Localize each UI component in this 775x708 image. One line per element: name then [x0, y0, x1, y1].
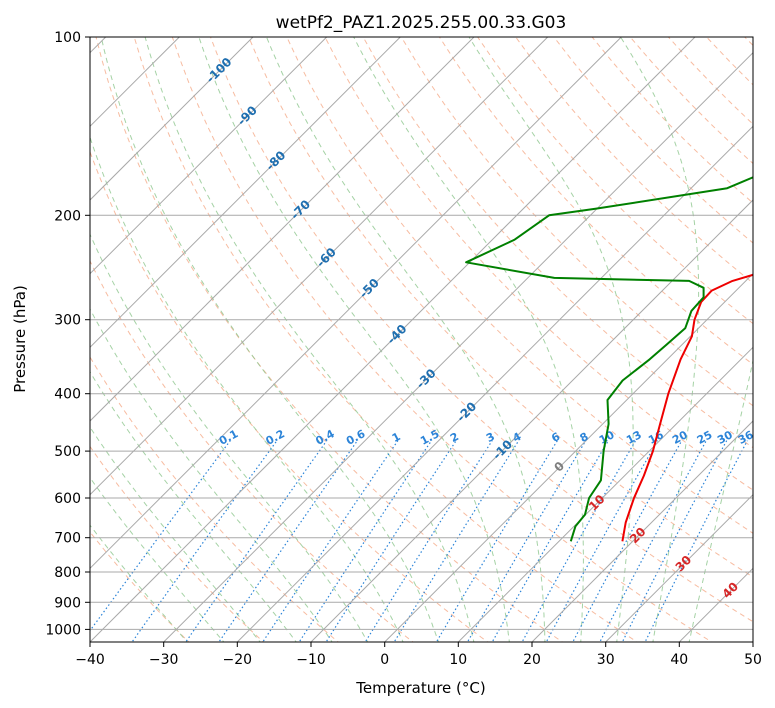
- x-tick-label: −20: [223, 652, 253, 668]
- y-axis-ticks: 1000 900 800 700 600 500 400 300 200 100: [45, 30, 90, 638]
- x-tick-label: −10: [296, 652, 326, 668]
- mixing-ratio-label: 13: [624, 428, 644, 447]
- moist-adiabat-line: [266, 37, 546, 642]
- y-tick-label: 700: [54, 531, 81, 547]
- plot-area: 0.1 0.2 0.4 0.6 1 1.5 2 3 4 6 8 10 13 16 20 25 30 36 -100…: [90, 37, 756, 642]
- isotherm-line: [90, 37, 696, 642]
- dry-adiabat-line: [95, 37, 564, 642]
- y-tick-label: 600: [54, 491, 81, 507]
- mixing-ratio-line: [621, 440, 728, 642]
- isotherm-line: [531, 420, 753, 642]
- mixing-ratio-label: 25: [695, 428, 715, 447]
- mixing-ratio-lines: [90, 440, 748, 642]
- mixing-ratio-line: [298, 440, 432, 642]
- y-tick-label: 800: [54, 565, 81, 581]
- plot-frame: [89, 36, 754, 643]
- isotherm-line: [90, 37, 328, 275]
- x-axis-label: Temperature (°C): [355, 679, 485, 697]
- chart-title: wetPf2_PAZ1.2025.255.00.33.G03: [276, 13, 567, 33]
- mixing-ratio-line: [185, 440, 328, 642]
- mixing-ratio-line: [325, 440, 457, 642]
- mixing-ratio-line: [262, 440, 399, 642]
- x-tick-label: 10: [449, 652, 467, 668]
- dry-adiabat-line: [90, 150, 489, 642]
- mixing-ratio-line: [521, 440, 637, 642]
- isotherm-line: [90, 37, 622, 570]
- isotherm-line: [90, 37, 401, 349]
- x-tick-label: 0: [380, 652, 389, 668]
- isotherm-line: [310, 199, 753, 642]
- moist-adiabat-line: [353, 37, 584, 642]
- y-axis-label: Pressure (hPa): [11, 285, 29, 393]
- moist-adiabat-line: [468, 37, 634, 642]
- x-tick-label: −40: [75, 652, 105, 668]
- dry-adiabat-line: [362, 37, 753, 449]
- y-tick-label: 500: [54, 444, 81, 460]
- isotherm-line: [163, 51, 753, 642]
- isotherm-line: [236, 125, 753, 642]
- mixing-ratio-line: [572, 440, 683, 642]
- x-tick-label: −30: [149, 652, 179, 668]
- x-axis-ticks: −40 −30 −20 −10 0 10 20 30 40 50: [75, 642, 762, 668]
- mixing-ratio-line: [599, 440, 707, 642]
- moist-adiabat-line: [620, 37, 700, 642]
- mixing-ratio-label: 30: [715, 428, 735, 447]
- isotherm-line: [605, 493, 753, 642]
- moist-adiabat-line: [144, 37, 475, 642]
- isotherm-line: [457, 346, 753, 642]
- isotherm-line: [90, 37, 475, 422]
- x-tick-label: 30: [597, 652, 615, 668]
- mixing-ratio-line: [435, 440, 558, 642]
- mixing-ratio-line: [364, 440, 493, 642]
- moist-adiabat-line: [90, 370, 297, 642]
- isotherm-line: [90, 37, 549, 496]
- dry-adiabat-line: [210, 37, 753, 623]
- sounding-profiles: [465, 176, 753, 542]
- x-tick-label: 40: [670, 652, 688, 668]
- x-tick-label: 50: [744, 652, 762, 668]
- isotherm-line: [90, 37, 254, 201]
- isotherm-line: [384, 272, 753, 642]
- mixing-ratio-label: 20: [670, 428, 690, 447]
- y-tick-label: 1000: [45, 622, 81, 638]
- mixing-ratio-line: [131, 440, 278, 642]
- temperature-profile-line: [621, 273, 753, 542]
- dry-adiabat-line: [324, 37, 753, 491]
- mixing-ratio-label: 36: [736, 428, 756, 447]
- y-tick-label: 300: [54, 313, 81, 329]
- mixing-ratio-line: [545, 440, 659, 642]
- dry-adiabat-line: [477, 37, 753, 325]
- pressure-gridlines: [90, 37, 753, 630]
- dewpoint-profile-line: [465, 176, 753, 542]
- mixing-ratio-line: [491, 440, 609, 642]
- y-tick-label: 900: [54, 595, 81, 611]
- isotherms: [90, 37, 753, 642]
- y-tick-label: 200: [54, 208, 81, 224]
- y-tick-label: 400: [54, 387, 81, 403]
- x-tick-label: 20: [523, 652, 541, 668]
- y-tick-label: 100: [54, 30, 81, 46]
